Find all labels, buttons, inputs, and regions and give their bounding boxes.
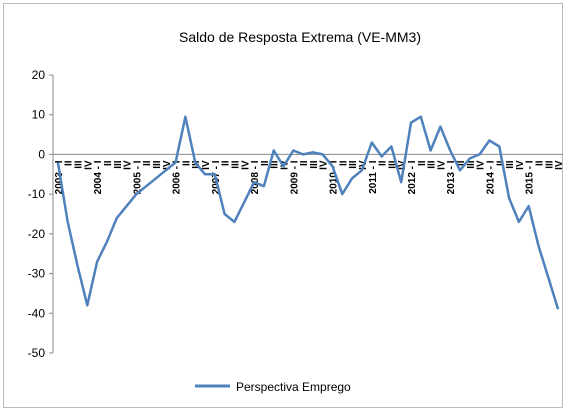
x-tick-label: III <box>387 160 398 169</box>
y-tick-label: -40 <box>28 306 46 320</box>
x-tick-label: II <box>221 160 232 166</box>
x-tick-label: 2013 - I <box>446 160 457 194</box>
x-tick-label: III <box>270 160 281 169</box>
x-tick-label: II <box>495 160 506 166</box>
x-tick-label: IV <box>201 160 212 170</box>
x-tick-label: 2011 - I <box>368 160 379 194</box>
x-tick-label: II <box>417 160 428 166</box>
x-tick-label: III <box>505 160 516 169</box>
x-tick-label: III <box>74 160 85 169</box>
y-tick-label: -20 <box>28 227 46 241</box>
x-tick-label: 2012 - I <box>407 160 418 194</box>
x-tick-label: IV <box>319 160 330 170</box>
y-tick-label: 10 <box>32 108 46 122</box>
x-tick-label: II <box>142 160 153 166</box>
x-tick-label: IV <box>554 160 565 170</box>
x-tick-label: III <box>309 160 320 169</box>
x-tick-label: IV <box>515 160 526 170</box>
x-tick-label: 2015 - I <box>525 160 536 194</box>
x-tick-label: 2008 - I <box>250 160 261 194</box>
x-tick-label: II <box>260 160 271 166</box>
x-tick-label: 2010 - I <box>329 160 340 194</box>
x-tick-label: IV <box>162 160 173 170</box>
x-tick-label: IV <box>476 160 487 170</box>
x-tick-label: 2004 - I <box>93 160 104 194</box>
chart-border <box>3 3 563 408</box>
x-tick-label: II <box>534 160 545 166</box>
x-tick-label: II <box>299 160 310 166</box>
series-line <box>56 115 560 310</box>
chart-title: Saldo de Resposta Extrema (VE-MM3) <box>179 29 421 45</box>
x-tick-label: IV <box>83 160 94 170</box>
x-tick-label: IV <box>397 160 408 170</box>
x-tick-label: II <box>181 160 192 166</box>
x-tick-label: III <box>113 160 124 169</box>
x-tick-label: 2009 - I <box>289 160 300 194</box>
x-tick-label: III <box>466 160 477 169</box>
x-tick-label: 2005 - I <box>132 160 143 194</box>
x-tick-label: II <box>378 160 389 166</box>
x-tick-label: IV <box>123 160 134 170</box>
x-tick-label: III <box>544 160 555 169</box>
x-tick-label: 2014 - I <box>485 160 496 194</box>
x-tick-label: II <box>456 160 467 166</box>
y-tick-label: -30 <box>28 267 46 281</box>
x-tick-label: II <box>103 160 114 166</box>
x-tick-label: IV <box>436 160 447 170</box>
y-tick-label: 0 <box>38 147 45 161</box>
x-tick-label: II <box>338 160 349 166</box>
x-tick-label: III <box>152 160 163 169</box>
y-tick-label: -50 <box>28 346 46 360</box>
legend-label: Perspectiva Emprego <box>236 380 351 394</box>
y-tick-label: -10 <box>28 187 46 201</box>
x-tick-label: 2006 - I <box>172 160 183 194</box>
x-tick-label: III <box>348 160 359 169</box>
x-tick-label: III <box>427 160 438 169</box>
y-tick-label: 20 <box>32 68 46 82</box>
x-tick-label: IV <box>240 160 251 170</box>
x-tick-label: II <box>64 160 75 166</box>
x-tick-label: III <box>230 160 241 169</box>
